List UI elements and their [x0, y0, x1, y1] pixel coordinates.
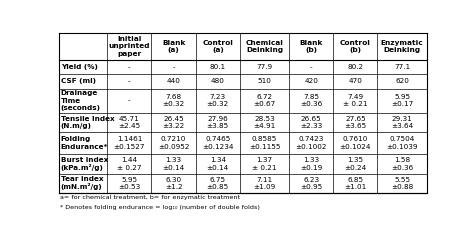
Text: 26.65
±2.33: 26.65 ±2.33 — [300, 116, 322, 129]
Text: 27.96
±3.85: 27.96 ±3.85 — [207, 116, 229, 129]
Text: Tear index
(mN.m²/g): Tear index (mN.m²/g) — [61, 176, 103, 190]
Text: 1.35
±0.24: 1.35 ±0.24 — [344, 157, 366, 171]
Text: 45.71
±2.45: 45.71 ±2.45 — [118, 116, 140, 129]
Text: 620: 620 — [395, 78, 409, 84]
Text: 80.1: 80.1 — [210, 64, 226, 70]
Text: -: - — [172, 64, 175, 70]
Text: -: - — [128, 64, 131, 70]
Text: -: - — [128, 78, 131, 84]
Text: 0.7465
±0.1234: 0.7465 ±0.1234 — [202, 136, 234, 150]
Text: -: - — [310, 64, 312, 70]
Text: a= for chemical treatment, b= for enzymatic treatment: a= for chemical treatment, b= for enzyma… — [60, 195, 240, 200]
Text: 29.31
±3.64: 29.31 ±3.64 — [391, 116, 413, 129]
Text: -: - — [128, 98, 131, 104]
Text: 1.58
±0.36: 1.58 ±0.36 — [391, 157, 413, 171]
Text: Enzymatic
Deinking: Enzymatic Deinking — [381, 40, 423, 53]
Text: 7.23
±0.32: 7.23 ±0.32 — [207, 94, 229, 107]
Text: 1.34
±0.14: 1.34 ±0.14 — [207, 157, 229, 171]
Text: 1.44
± 0.27: 1.44 ± 0.27 — [117, 157, 142, 171]
Text: 77.1: 77.1 — [394, 64, 410, 70]
Text: Control
(a): Control (a) — [202, 40, 233, 53]
Text: 470: 470 — [348, 78, 362, 84]
Text: 1.37
± 0.21: 1.37 ± 0.21 — [252, 157, 277, 171]
Text: 6.30
±1.2: 6.30 ±1.2 — [165, 176, 182, 190]
Text: 6.72
±0.67: 6.72 ±0.67 — [254, 94, 275, 107]
Text: Drainage
Time
(seconds): Drainage Time (seconds) — [61, 90, 100, 111]
Text: * Denotes folding endurance = log₁₀ (number of double folds): * Denotes folding endurance = log₁₀ (num… — [60, 205, 260, 210]
Text: Initial
unprinted
paper: Initial unprinted paper — [109, 36, 150, 57]
Text: 7.85
±0.36: 7.85 ±0.36 — [300, 94, 322, 107]
Text: 80.2: 80.2 — [347, 64, 364, 70]
Text: 0.8585
±0.1155: 0.8585 ±0.1155 — [249, 136, 280, 150]
Text: 0.7610
±0.1024: 0.7610 ±0.1024 — [340, 136, 371, 150]
Text: 6.75
±0.85: 6.75 ±0.85 — [207, 176, 229, 190]
Text: Folding
Endurance*: Folding Endurance* — [61, 136, 108, 150]
Text: 7.49
± 0.21: 7.49 ± 0.21 — [343, 94, 368, 107]
Text: 7.11
±1.09: 7.11 ±1.09 — [254, 176, 275, 190]
Text: Yield (%): Yield (%) — [61, 64, 98, 70]
Text: 27.65
±3.65: 27.65 ±3.65 — [344, 116, 366, 129]
Text: 5.95
±0.17: 5.95 ±0.17 — [391, 94, 413, 107]
Text: 6.23
±0.95: 6.23 ±0.95 — [300, 176, 322, 190]
Text: 1.33
±0.19: 1.33 ±0.19 — [300, 157, 322, 171]
Text: 420: 420 — [304, 78, 318, 84]
Text: 26.45
±3.22: 26.45 ±3.22 — [163, 116, 185, 129]
Text: 480: 480 — [211, 78, 225, 84]
Text: 5.55
±0.88: 5.55 ±0.88 — [391, 176, 413, 190]
Text: 28.53
±4.91: 28.53 ±4.91 — [254, 116, 275, 129]
Text: 510: 510 — [257, 78, 272, 84]
Text: 0.7504
±0.1039: 0.7504 ±0.1039 — [386, 136, 418, 150]
Text: Tensile Index
(N.m/g): Tensile Index (N.m/g) — [61, 116, 114, 129]
Text: 77.9: 77.9 — [256, 64, 273, 70]
Text: 0.7210
±0.0952: 0.7210 ±0.0952 — [158, 136, 189, 150]
Text: Blank
(a): Blank (a) — [162, 40, 185, 53]
Text: 440: 440 — [167, 78, 181, 84]
Text: 0.7423
±0.1002: 0.7423 ±0.1002 — [295, 136, 327, 150]
Text: 7.68
±0.32: 7.68 ±0.32 — [163, 94, 185, 107]
Text: Blank
(b): Blank (b) — [300, 40, 323, 53]
Text: Chemical
Deinking: Chemical Deinking — [246, 40, 283, 53]
Text: 1.1461
±0.1527: 1.1461 ±0.1527 — [114, 136, 145, 150]
Text: CSF (ml): CSF (ml) — [61, 78, 96, 84]
Text: Burst index
(kPa.m²/g): Burst index (kPa.m²/g) — [61, 157, 108, 171]
Text: Control
(b): Control (b) — [340, 40, 371, 53]
Text: 1.33
±0.14: 1.33 ±0.14 — [163, 157, 185, 171]
Text: 5.95
±0.53: 5.95 ±0.53 — [118, 176, 140, 190]
Text: 6.85
±1.01: 6.85 ±1.01 — [344, 176, 366, 190]
